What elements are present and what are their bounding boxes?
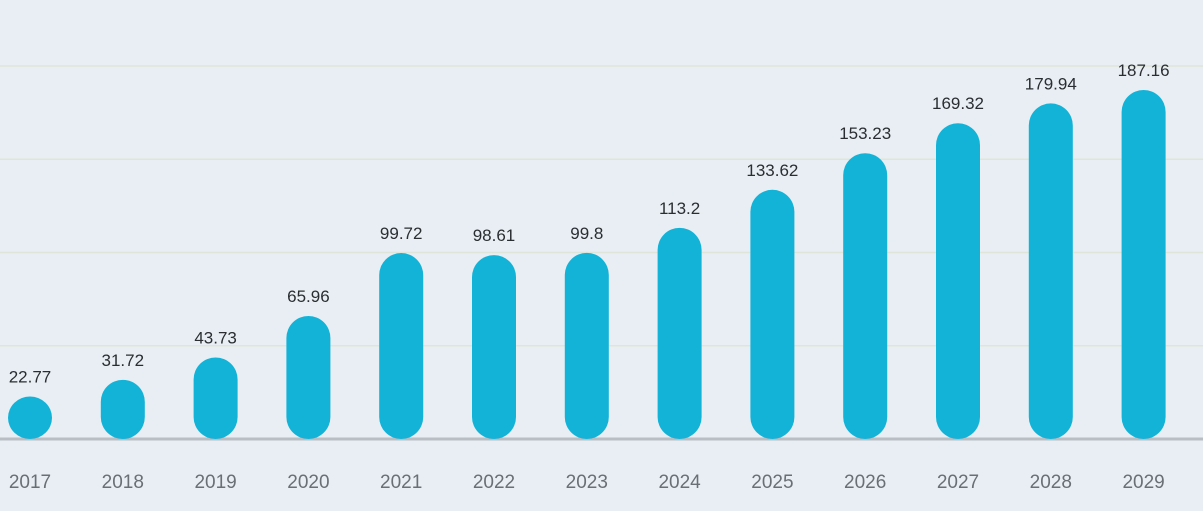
bar-2018 bbox=[100, 379, 145, 439]
value-label-2017: 22.77 bbox=[9, 368, 52, 387]
grid-layer bbox=[0, 65, 1203, 441]
bar-layer bbox=[8, 89, 1166, 440]
bar-2021 bbox=[379, 253, 424, 439]
bar-2027 bbox=[936, 123, 980, 439]
x-tick-label-2028: 2028 bbox=[1030, 472, 1072, 493]
value-label-2025: 133.62 bbox=[746, 161, 798, 180]
x-tick-label-2026: 2026 bbox=[844, 472, 886, 493]
x-tick-label-2023: 2023 bbox=[566, 472, 608, 493]
bar-2023 bbox=[564, 252, 609, 439]
value-label-2020: 65.96 bbox=[287, 287, 330, 306]
bar-2022 bbox=[472, 255, 516, 439]
x-tick-label-2027: 2027 bbox=[937, 472, 979, 493]
x-tick-label-2025: 2025 bbox=[751, 472, 793, 493]
x-tick-label-2022: 2022 bbox=[473, 472, 515, 493]
bar-2017 bbox=[8, 396, 52, 439]
bar-2028 bbox=[1028, 103, 1073, 440]
x-tick-label-2021: 2021 bbox=[380, 472, 422, 493]
value-label-2028: 179.94 bbox=[1025, 74, 1077, 93]
x-tick-layer: 2017 2018 2019 2020 2021 2022 2023 2024 2025 2026… bbox=[9, 472, 1165, 493]
x-tick-label-2018: 2018 bbox=[102, 472, 144, 493]
value-label-2024: 113.2 bbox=[659, 199, 700, 218]
bar-2025 bbox=[750, 189, 795, 439]
bar-2019 bbox=[193, 357, 238, 439]
value-label-2029: 187.16 bbox=[1118, 61, 1170, 80]
bar-2024 bbox=[657, 227, 702, 439]
value-label-2018: 31.72 bbox=[102, 351, 145, 370]
x-tick-label-2017: 2017 bbox=[9, 472, 51, 493]
value-label-layer: 22.77 31.72 43.73 65.96 99.72 98.61 99.8 113.2 1… bbox=[9, 61, 1170, 387]
value-label-2021: 99.72 bbox=[380, 224, 423, 243]
value-label-2027: 169.32 bbox=[932, 94, 984, 113]
x-tick-label-2024: 2024 bbox=[658, 472, 701, 493]
bar-2020 bbox=[286, 315, 331, 439]
x-tick-label-2029: 2029 bbox=[1122, 472, 1164, 493]
x-tick-label-2020: 2020 bbox=[287, 472, 329, 493]
x-tick-label-2019: 2019 bbox=[194, 472, 236, 493]
bar-2029 bbox=[1121, 89, 1166, 440]
value-label-2023: 99.8 bbox=[570, 224, 603, 243]
bar-2026 bbox=[843, 153, 888, 439]
value-label-2026: 153.23 bbox=[839, 124, 891, 143]
value-label-2019: 43.73 bbox=[194, 328, 237, 347]
value-label-2022: 98.61 bbox=[473, 226, 516, 245]
